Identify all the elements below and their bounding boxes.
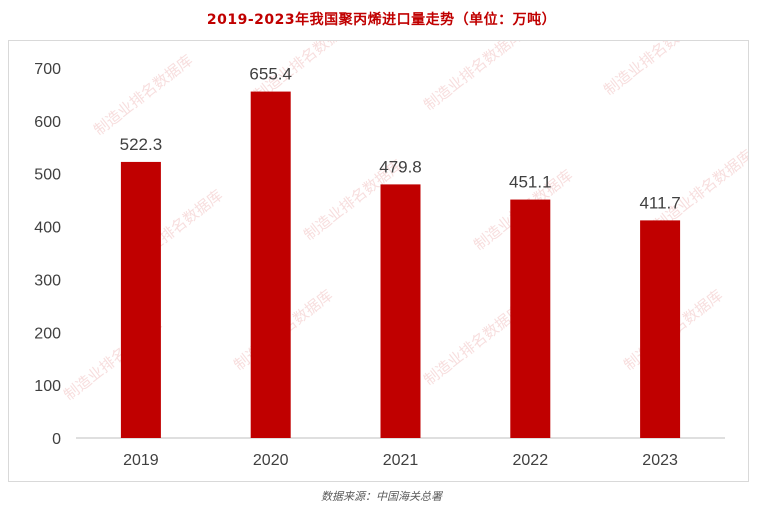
data-label-2019: 522.3	[120, 135, 163, 154]
data-label-2023: 411.7	[639, 193, 680, 212]
watermark-text: 制造业排名数据库	[600, 41, 706, 99]
bar-2023	[640, 220, 681, 438]
y-axis-ticks: 0 100 200 300 400 500 600 700	[34, 61, 61, 448]
x-tick-label: 2019	[123, 452, 159, 469]
x-tick-label: 2023	[642, 452, 678, 469]
chart-title: 2019-2023年我国聚丙烯进口量走势（单位：万吨）	[206, 12, 557, 28]
watermark-text: 制造业排名数据库	[420, 301, 526, 389]
bar-2021	[380, 184, 421, 438]
watermark-text: 制造业排名数据库	[90, 51, 196, 139]
y-tick-label: 700	[34, 61, 61, 78]
bars: 522.3 655.4 479.8 451.1 411.7	[120, 65, 681, 439]
bar-2019	[120, 161, 161, 439]
y-tick-label: 400	[34, 220, 61, 237]
source-note: 数据来源：中国海关总署	[321, 490, 442, 503]
y-tick-label: 300	[34, 272, 61, 289]
x-tick-label: 2020	[253, 452, 289, 469]
watermark-text: 制造业排名数据库	[420, 41, 526, 114]
y-tick-label: 600	[34, 114, 61, 131]
y-tick-label: 200	[34, 325, 61, 342]
x-tick-label: 2022	[513, 452, 549, 469]
x-tick-label: 2021	[383, 452, 419, 469]
data-label-2022: 451.1	[509, 173, 552, 192]
bar-chart: 制造业排名数据库 制造业排名数据库 制造业排名数据库 制造业排名数据库制造业排名数据库…	[34, 11, 756, 469]
data-label-2021: 479.8	[379, 157, 422, 176]
x-axis-ticks: 2019 2020 2021 2022 2023	[123, 452, 678, 469]
bar-2020	[250, 91, 291, 439]
chart-frame: 制造业排名数据库 制造业排名数据库 制造业排名数据库 制造业排名数据库 制造业排名数据库…	[8, 11, 756, 482]
y-tick-label: 100	[34, 378, 61, 395]
data-label-2020: 655.4	[249, 65, 292, 84]
bar-2022	[510, 199, 551, 438]
y-tick-label: 0	[52, 431, 61, 448]
y-tick-label: 500	[34, 167, 61, 184]
